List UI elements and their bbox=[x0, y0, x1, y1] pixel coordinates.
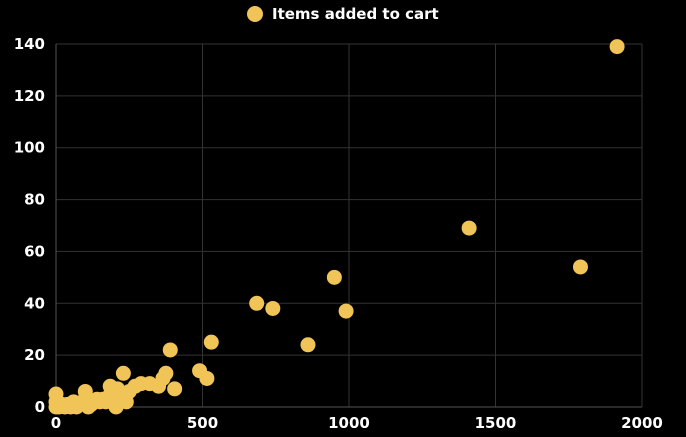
data-point[interactable] bbox=[167, 381, 183, 397]
legend-label: Items added to cart bbox=[272, 5, 439, 23]
y-tick-label: 140 bbox=[14, 35, 45, 53]
y-tick-label: 60 bbox=[24, 242, 45, 260]
grid-lines bbox=[55, 43, 643, 408]
data-point[interactable] bbox=[77, 383, 93, 399]
y-tick-label: 120 bbox=[14, 87, 45, 105]
data-point[interactable] bbox=[249, 295, 265, 311]
legend-marker bbox=[247, 6, 263, 22]
y-tick-label: 0 bbox=[35, 398, 45, 416]
x-tick-label: 500 bbox=[187, 414, 218, 432]
data-point[interactable] bbox=[203, 334, 219, 350]
data-point[interactable] bbox=[199, 370, 215, 386]
data-point[interactable] bbox=[158, 365, 174, 381]
y-tick-label: 100 bbox=[14, 139, 45, 157]
data-point[interactable] bbox=[265, 300, 281, 316]
data-points bbox=[48, 39, 625, 415]
y-tick-label: 80 bbox=[24, 191, 45, 209]
legend[interactable]: Items added to cart bbox=[247, 5, 439, 23]
y-tick-label: 40 bbox=[24, 294, 45, 312]
data-point[interactable] bbox=[609, 39, 625, 55]
x-tick-label: 2000 bbox=[621, 414, 663, 432]
data-point[interactable] bbox=[162, 342, 178, 358]
data-point[interactable] bbox=[300, 337, 316, 353]
data-point[interactable] bbox=[115, 365, 131, 381]
x-axis-ticks: 0 500 1000 1500 2000 bbox=[51, 414, 663, 432]
y-axis-ticks: 0 20 40 60 80 100 120 140 bbox=[14, 35, 45, 416]
x-tick-label: 1000 bbox=[328, 414, 370, 432]
data-point[interactable] bbox=[338, 303, 354, 319]
data-point[interactable] bbox=[461, 220, 477, 236]
x-tick-label: 0 bbox=[51, 414, 61, 432]
y-tick-label: 20 bbox=[24, 346, 45, 364]
data-point[interactable] bbox=[326, 269, 342, 285]
x-tick-label: 1500 bbox=[475, 414, 517, 432]
data-point[interactable] bbox=[572, 259, 588, 275]
